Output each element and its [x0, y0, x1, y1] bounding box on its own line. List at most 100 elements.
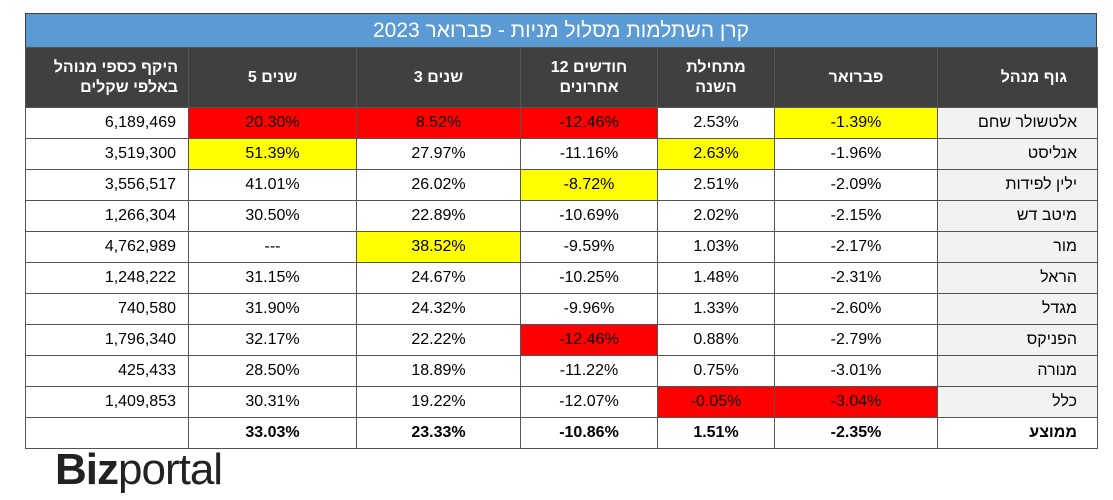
cell-feb: -2.31% — [774, 262, 938, 294]
cell-manager: מיטב דש — [937, 200, 1098, 232]
logo-biz: Biz — [55, 445, 119, 494]
cell-feb: -2.09% — [774, 169, 938, 201]
table-body: 6,189,469 20.30% 8.52% -12.46% 2.53% -1.39% אל… — [25, 107, 1098, 449]
table-row: 3,556,517 41.01% 26.02% -8.72% 2.51% -2.09% יל… — [25, 169, 1098, 201]
cell-m12: -12.46% — [520, 107, 658, 139]
cell-aum: 740,580 — [25, 293, 189, 325]
logo-portal: portal — [118, 445, 223, 494]
cell-y3: 22.22% — [356, 324, 521, 356]
col-header-5y: 5 שנים — [188, 47, 357, 108]
cell-m12: -8.72% — [520, 169, 658, 201]
cell-manager: ממוצע — [937, 417, 1098, 449]
cell-ytd: 2.51% — [657, 169, 775, 201]
cell-manager: מנורה — [937, 355, 1098, 387]
cell-feb: -1.96% — [774, 138, 938, 170]
returns-table: היקף כספי מנוהל באלפי שקלים 5 שנים 3 שני… — [25, 47, 1098, 449]
col-header-manager: גוף מנהל — [937, 47, 1098, 108]
cell-y3: 23.33% — [356, 417, 521, 449]
cell-y5: 20.30% — [188, 107, 357, 139]
cell-manager: אנליסט — [937, 138, 1098, 170]
cell-feb: -2.60% — [774, 293, 938, 325]
cell-ytd: 0.88% — [657, 324, 775, 356]
header-row: היקף כספי מנוהל באלפי שקלים 5 שנים 3 שני… — [25, 47, 1098, 108]
cell-m12: -11.22% — [520, 355, 658, 387]
returns-table-container: קרן השתלמות מסלול מניות - פברואר 2023 הי… — [25, 13, 1098, 449]
cell-feb: -3.01% — [774, 355, 938, 387]
cell-y3: 8.52% — [356, 107, 521, 139]
cell-manager: מגדל — [937, 293, 1098, 325]
cell-y5: --- — [188, 231, 357, 263]
cell-manager: ילין לפידות — [937, 169, 1098, 201]
col-header-12m: 12 חודשים אחרונים — [520, 47, 658, 108]
cell-feb: -2.35% — [774, 417, 938, 449]
cell-y5: 30.31% — [188, 386, 357, 418]
cell-ytd: 1.03% — [657, 231, 775, 263]
cell-aum: 1,796,340 — [25, 324, 189, 356]
cell-y5: 33.03% — [188, 417, 357, 449]
cell-feb: -2.15% — [774, 200, 938, 232]
average-row: 33.03% 23.33% -10.86% 1.51% -2.35% ממוצע — [25, 417, 1098, 449]
col-header-feb: פברואר — [774, 47, 938, 108]
cell-ytd: 1.33% — [657, 293, 775, 325]
cell-feb: -1.39% — [774, 107, 938, 139]
cell-y3: 24.67% — [356, 262, 521, 294]
cell-manager: הראל — [937, 262, 1098, 294]
cell-y3: 24.32% — [356, 293, 521, 325]
table-row: 425,433 28.50% 18.89% -11.22% 0.75% -3.01% מנו… — [25, 355, 1098, 387]
col-header-ytd: מתחילת השנה — [657, 47, 775, 108]
cell-m12: -12.46% — [520, 324, 658, 356]
table-row: 1,409,853 30.31% 19.22% -12.07% -0.05% -3.04%… — [25, 386, 1098, 418]
cell-m12: -9.59% — [520, 231, 658, 263]
cell-y3: 22.89% — [356, 200, 521, 232]
cell-y5: 30.50% — [188, 200, 357, 232]
cell-m12: -10.86% — [520, 417, 658, 449]
cell-ytd: 2.53% — [657, 107, 775, 139]
cell-feb: -2.79% — [774, 324, 938, 356]
cell-ytd: 1.48% — [657, 262, 775, 294]
cell-y5: 51.39% — [188, 138, 357, 170]
cell-aum: 425,433 — [25, 355, 189, 387]
cell-aum: 6,189,469 — [25, 107, 189, 139]
cell-m12: -11.16% — [520, 138, 658, 170]
cell-ytd: 2.63% — [657, 138, 775, 170]
cell-m12: -10.25% — [520, 262, 658, 294]
cell-aum: 1,409,853 — [25, 386, 189, 418]
cell-y3: 27.97% — [356, 138, 521, 170]
table-row: 1,266,304 30.50% 22.89% -10.69% 2.02% -2.15% מ… — [25, 200, 1098, 232]
table-row: 1,248,222 31.15% 24.67% -10.25% 1.48% -2.31% ה… — [25, 262, 1098, 294]
cell-aum: 1,248,222 — [25, 262, 189, 294]
cell-ytd: -0.05% — [657, 386, 775, 418]
cell-ytd: 0.75% — [657, 355, 775, 387]
cell-aum: 3,556,517 — [25, 169, 189, 201]
cell-feb: -2.17% — [774, 231, 938, 263]
cell-y3: 38.52% — [356, 231, 521, 263]
cell-y3: 18.89% — [356, 355, 521, 387]
cell-manager: מור — [937, 231, 1098, 263]
bizportal-logo: Bizportal — [55, 445, 223, 494]
table-row: 4,762,989 --- 38.52% -9.59% 1.03% -2.17% מור — [25, 231, 1098, 263]
cell-y5: 31.90% — [188, 293, 357, 325]
table-row: 1,796,340 32.17% 22.22% -12.46% 0.88% -2.79% ה… — [25, 324, 1098, 356]
cell-ytd: 2.02% — [657, 200, 775, 232]
cell-manager: הפניקס — [937, 324, 1098, 356]
table-row: 6,189,469 20.30% 8.52% -12.46% 2.53% -1.39% אל… — [25, 107, 1098, 139]
cell-y3: 26.02% — [356, 169, 521, 201]
cell-manager: כלל — [937, 386, 1098, 418]
table-row: 740,580 31.90% 24.32% -9.96% 1.33% -2.60% מגדל — [25, 293, 1098, 325]
cell-y5: 31.15% — [188, 262, 357, 294]
cell-aum: 3,519,300 — [25, 138, 189, 170]
cell-aum: 4,762,989 — [25, 231, 189, 263]
cell-y5: 28.50% — [188, 355, 357, 387]
cell-y3: 19.22% — [356, 386, 521, 418]
col-header-aum: היקף כספי מנוהל באלפי שקלים — [25, 47, 189, 108]
cell-m12: -9.96% — [520, 293, 658, 325]
table-row: 3,519,300 51.39% 27.97% -11.16% 2.63% -1.96% א… — [25, 138, 1098, 170]
cell-m12: -10.69% — [520, 200, 658, 232]
cell-manager: אלטשולר שחם — [937, 107, 1098, 139]
cell-y5: 32.17% — [188, 324, 357, 356]
table-title: קרן השתלמות מסלול מניות - פברואר 2023 — [25, 13, 1097, 47]
cell-feb: -3.04% — [774, 386, 938, 418]
cell-m12: -12.07% — [520, 386, 658, 418]
cell-ytd: 1.51% — [657, 417, 775, 449]
col-header-3y: 3 שנים — [356, 47, 521, 108]
